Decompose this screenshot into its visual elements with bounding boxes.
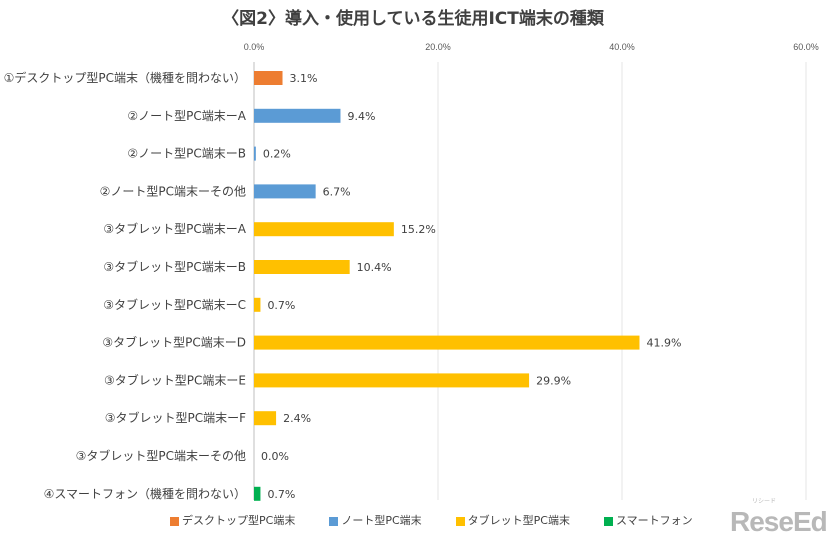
legend-swatch — [603, 516, 613, 526]
category-label: ①デスクトップ型PC端末（機種を問わない） — [4, 70, 246, 85]
bar — [254, 260, 350, 274]
category-label: ④スマートフォン（機種を問わない） — [44, 486, 246, 501]
category-label: ③タブレット型PC端末ーF — [105, 410, 246, 425]
data-label: 2.4% — [283, 412, 311, 425]
x-tick-label: 0.0% — [244, 42, 265, 52]
bar — [254, 373, 530, 388]
legend-label: タブレット型PC端末 — [467, 514, 570, 527]
legend-label: ノート型PC端末 — [341, 514, 422, 527]
data-label: 0.2% — [263, 148, 291, 161]
data-label: 0.7% — [267, 488, 295, 501]
bar — [254, 297, 261, 312]
bar — [254, 335, 640, 350]
data-label: 0.7% — [267, 299, 295, 312]
legend-label: スマートフォン — [615, 514, 693, 527]
category-label: ③タブレット型PC端末ーその他 — [76, 448, 246, 463]
data-label: 15.2% — [401, 223, 436, 236]
legend-item-tablet: タブレット型PC端末 — [455, 514, 570, 528]
category-label: ③タブレット型PC端末ーE — [104, 372, 246, 387]
legend-item-notebook: ノート型PC端末 — [329, 514, 422, 528]
logo-subtext: リシード — [752, 498, 777, 505]
x-tick-label: 60.0% — [793, 42, 819, 52]
bar — [254, 108, 341, 123]
category-label: ②ノート型PC端末ーB — [127, 147, 246, 161]
category-label: ③タブレット型PC端末ーB — [103, 259, 246, 274]
data-label: 41.9% — [646, 337, 681, 350]
x-tick-label: 40.0% — [609, 42, 635, 52]
legend-swatch — [455, 516, 465, 526]
category-label: ②ノート型PC端末ーA — [127, 109, 246, 123]
data-label: 10.4% — [357, 261, 392, 274]
bar — [254, 184, 316, 199]
data-label: 6.7% — [323, 185, 351, 198]
legend: デスクトップ型PC端末 ノート型PC端末 タブレット型PC端末 スマートフォン — [170, 514, 693, 528]
data-label: 9.4% — [347, 110, 375, 123]
category-label: ③タブレット型PC端末ーD — [102, 335, 246, 350]
bar — [254, 486, 261, 501]
reseed-logo: ReseEd — [730, 506, 826, 537]
legend-swatch — [329, 516, 339, 526]
x-tick-label: 20.0% — [425, 42, 451, 52]
legend-item-smartphone: スマートフォン — [603, 514, 693, 528]
bar — [254, 411, 277, 426]
legend-item-desktop: デスクトップ型PC端末 — [170, 514, 295, 528]
category-label: ③タブレット型PC端末ーC — [103, 297, 246, 312]
data-label: 3.1% — [290, 72, 318, 85]
legend-label: デスクトップ型PC端末 — [182, 514, 296, 527]
category-label: ③タブレット型PC端末ーA — [103, 221, 246, 236]
data-label: 0.0% — [261, 450, 289, 463]
data-label: 29.9% — [536, 374, 571, 387]
legend-swatch — [170, 516, 179, 526]
category-label: ②ノート型PC端末ーその他 — [100, 184, 246, 198]
bar — [254, 71, 283, 85]
chart-title: 〈図2〉導入・使用している生徒用ICT端末の種類 — [222, 9, 604, 29]
bar — [254, 222, 394, 237]
bar — [254, 146, 256, 161]
